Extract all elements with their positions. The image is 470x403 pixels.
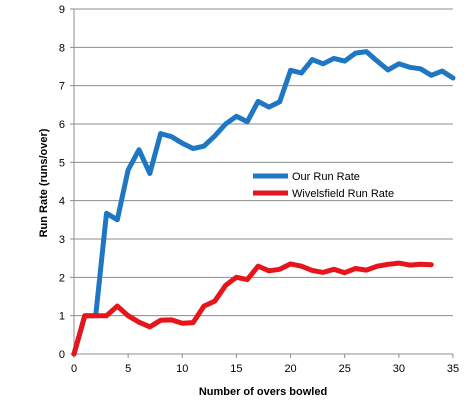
- y-tick-label: 4: [59, 196, 65, 208]
- plot-area: [71, 49, 456, 357]
- y-tick-label: 7: [59, 81, 65, 93]
- grid-lines: [74, 8, 453, 317]
- y-tick-label: 2: [59, 272, 65, 284]
- x-axis-title: Number of overs bowled: [199, 386, 327, 398]
- y-tick-label: 9: [59, 4, 65, 16]
- x-tick-label: 35: [447, 363, 459, 375]
- x-tick-label: 20: [284, 363, 296, 375]
- x-tick-label: 30: [393, 363, 405, 375]
- y-axis-title: Run Rate (runs/over): [38, 128, 50, 237]
- x-tick-label: 0: [71, 363, 77, 375]
- legend-label-our-run-rate: Our Run Rate: [292, 171, 360, 183]
- x-tick-label: 5: [125, 363, 131, 375]
- y-tick-label: 5: [59, 157, 65, 169]
- y-tick-label: 3: [59, 234, 65, 246]
- y-tick-label: 8: [59, 42, 65, 54]
- tick-labels: 0 1 2 3 4 5 6 7 8 9 0 5 10 15 20 25 30 35: [59, 4, 459, 375]
- x-tick-label: 10: [176, 363, 188, 375]
- x-tick-label: 25: [339, 363, 351, 375]
- series-line-our-run-rate: [71, 49, 456, 357]
- axes: [70, 8, 454, 358]
- y-tick-label: 1: [59, 311, 65, 323]
- y-tick-label: 6: [59, 119, 65, 131]
- x-tick-label: 15: [230, 363, 242, 375]
- legend-label-wivelsfield-run-rate: Wivelsfield Run Rate: [292, 188, 394, 200]
- series-line-wivelsfield-run-rate: [71, 260, 434, 357]
- y-tick-label: 0: [59, 349, 65, 361]
- legend: Our Run Rate Wivelsfield Run Rate: [253, 171, 394, 200]
